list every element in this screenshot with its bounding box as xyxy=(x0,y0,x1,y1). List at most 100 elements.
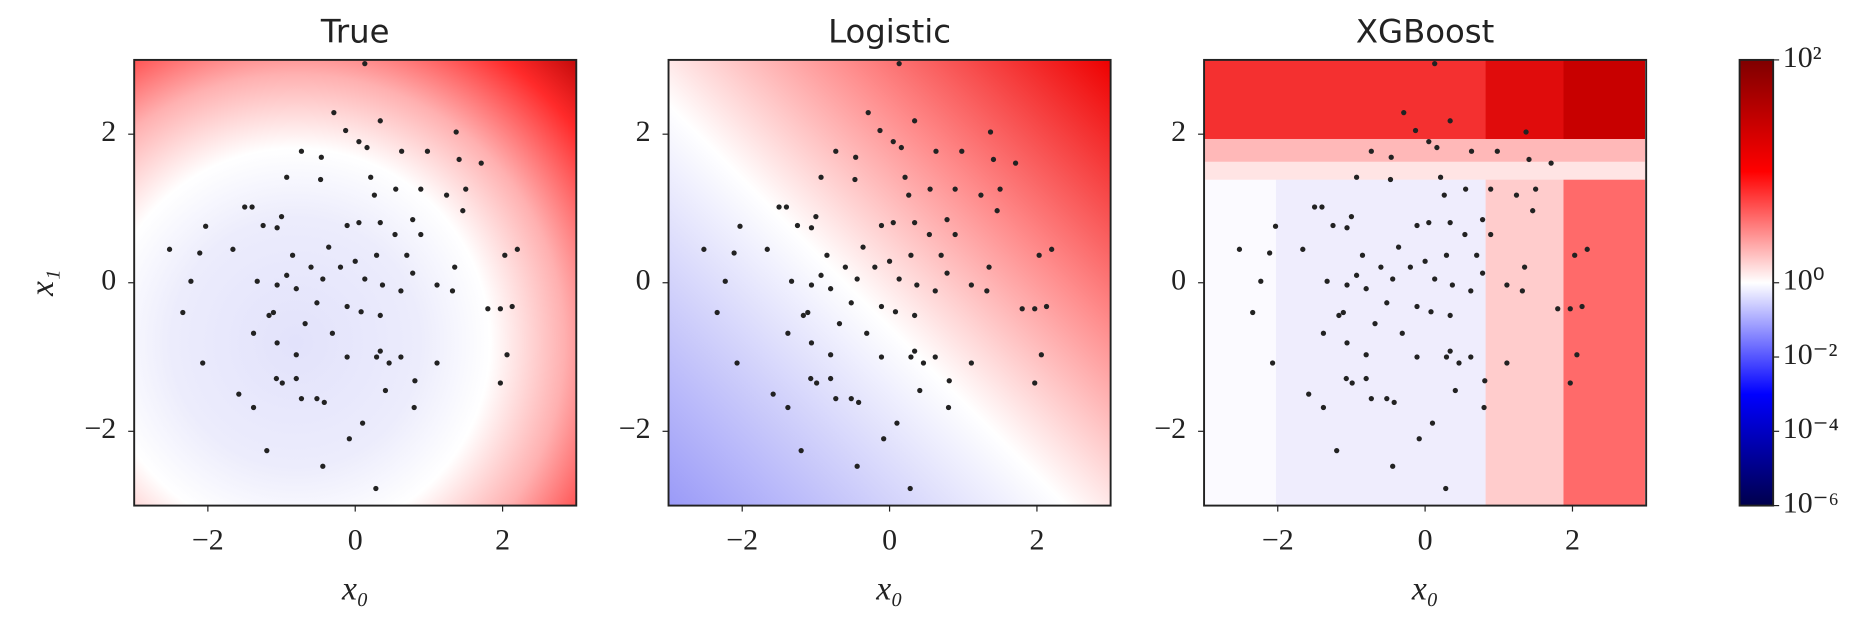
point xyxy=(1340,309,1346,316)
point xyxy=(908,252,914,258)
point xyxy=(504,352,510,358)
point xyxy=(1447,219,1453,226)
point xyxy=(314,300,320,306)
point xyxy=(266,312,272,319)
point xyxy=(399,148,405,154)
point xyxy=(1414,303,1420,310)
point xyxy=(911,312,918,319)
point xyxy=(800,312,807,319)
point xyxy=(1414,222,1420,229)
point xyxy=(236,391,242,397)
point xyxy=(994,208,1000,214)
point xyxy=(434,360,440,366)
point xyxy=(1412,127,1419,134)
point xyxy=(1319,204,1325,210)
point xyxy=(945,404,952,411)
point xyxy=(379,282,386,288)
point xyxy=(865,110,871,116)
point xyxy=(320,463,326,469)
point xyxy=(794,222,801,229)
point xyxy=(1324,278,1330,284)
point xyxy=(1038,352,1044,358)
point xyxy=(410,270,416,276)
point xyxy=(331,110,337,116)
point xyxy=(878,303,885,310)
point xyxy=(278,214,285,220)
point xyxy=(798,447,804,454)
point xyxy=(1368,148,1374,154)
point xyxy=(731,250,737,256)
point xyxy=(180,309,186,316)
point xyxy=(1523,129,1529,135)
point xyxy=(770,391,776,397)
point xyxy=(356,138,362,145)
point xyxy=(254,278,260,284)
point xyxy=(933,148,939,154)
point xyxy=(1300,246,1306,252)
point xyxy=(449,288,456,294)
point xyxy=(1250,309,1256,316)
point xyxy=(497,380,504,386)
point xyxy=(346,436,352,442)
point xyxy=(808,225,815,231)
point xyxy=(1463,186,1469,192)
point xyxy=(1012,160,1019,166)
point xyxy=(1395,244,1402,250)
point xyxy=(274,225,280,231)
colorbar-tick-label: 10⁻⁶ xyxy=(1783,486,1839,519)
point xyxy=(410,216,416,223)
point xyxy=(908,354,914,360)
point xyxy=(1521,264,1528,270)
point xyxy=(1526,156,1532,163)
point xyxy=(783,204,790,210)
point xyxy=(1456,360,1462,366)
point xyxy=(764,246,770,252)
point xyxy=(1452,387,1458,394)
point xyxy=(377,312,383,319)
chart-title: Logistic xyxy=(828,13,951,51)
point xyxy=(1236,246,1243,252)
point xyxy=(737,223,743,229)
point xyxy=(230,246,236,252)
point xyxy=(284,272,290,278)
point xyxy=(456,156,462,163)
point xyxy=(377,118,383,124)
point xyxy=(944,216,950,223)
y-tick-label: −2 xyxy=(1154,412,1186,445)
point xyxy=(1384,300,1390,306)
point xyxy=(352,258,358,264)
point xyxy=(298,395,305,402)
point xyxy=(1353,174,1360,180)
x-tick-label: 2 xyxy=(1029,524,1044,557)
point xyxy=(1468,354,1474,360)
point xyxy=(250,330,257,336)
point xyxy=(404,252,410,258)
point xyxy=(242,204,248,210)
y-axis-label: x₁ xyxy=(24,269,61,297)
point xyxy=(264,447,270,454)
chart-title: True xyxy=(320,13,390,51)
y-tick-label: 0 xyxy=(636,264,651,297)
point xyxy=(393,186,399,192)
point xyxy=(914,282,920,288)
point xyxy=(1488,231,1494,238)
point xyxy=(808,282,815,288)
point xyxy=(855,399,862,405)
point xyxy=(1468,288,1474,294)
point xyxy=(878,354,885,360)
point xyxy=(411,404,417,411)
point xyxy=(827,352,834,358)
point xyxy=(1513,192,1520,198)
point xyxy=(424,148,431,154)
point xyxy=(776,204,782,210)
colorbar-tick-label: 10² xyxy=(1783,41,1822,74)
point xyxy=(197,250,203,256)
point xyxy=(852,176,858,183)
point xyxy=(952,186,958,192)
point xyxy=(872,264,878,270)
point xyxy=(478,160,484,166)
point xyxy=(896,60,902,67)
point xyxy=(344,222,350,229)
point xyxy=(808,340,815,346)
